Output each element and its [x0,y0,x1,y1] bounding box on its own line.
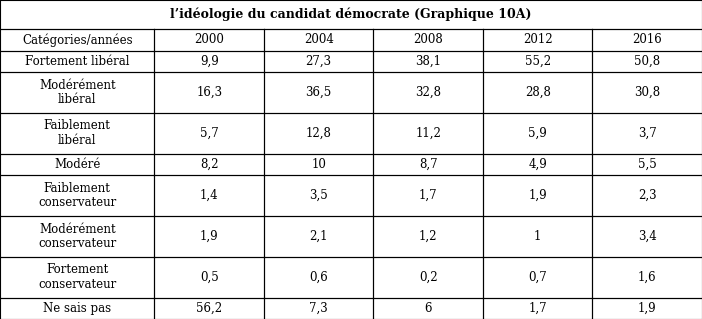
Text: Modérément
libéral: Modérément libéral [39,79,116,106]
Text: 2016: 2016 [633,33,662,46]
Text: 0,2: 0,2 [419,271,437,284]
Text: Catégories/années: Catégories/années [22,33,133,47]
Text: 5,5: 5,5 [638,158,656,171]
Text: Modéré: Modéré [54,158,100,171]
Text: 8,2: 8,2 [200,158,218,171]
Text: 8,7: 8,7 [419,158,437,171]
Text: 6: 6 [425,302,432,315]
Text: l’idéologie du candidat démocrate (Graphique 10A): l’idéologie du candidat démocrate (Graph… [171,8,531,21]
Text: 5,7: 5,7 [200,127,218,140]
Text: 2012: 2012 [523,33,552,46]
Text: Faiblement
libéral: Faiblement libéral [44,120,111,147]
Text: 1,7: 1,7 [529,302,547,315]
Text: 9,9: 9,9 [200,55,218,68]
Text: 56,2: 56,2 [196,302,223,315]
Text: 2000: 2000 [194,33,224,46]
Text: 1,9: 1,9 [200,230,218,243]
Text: 30,8: 30,8 [634,86,661,99]
Text: 38,1: 38,1 [415,55,442,68]
Text: 12,8: 12,8 [306,127,331,140]
Text: 11,2: 11,2 [416,127,441,140]
Text: 2,3: 2,3 [638,189,656,202]
Text: Faiblement
conservateur: Faiblement conservateur [38,182,117,209]
Text: 1,9: 1,9 [638,302,656,315]
Text: 2,1: 2,1 [310,230,328,243]
Text: 7,3: 7,3 [310,302,328,315]
Text: 1,4: 1,4 [200,189,218,202]
Text: 1,9: 1,9 [529,189,547,202]
Text: 36,5: 36,5 [305,86,332,99]
Text: 1,2: 1,2 [419,230,437,243]
Text: Modérément
conservateur: Modérément conservateur [38,223,117,250]
Text: 50,8: 50,8 [634,55,661,68]
Text: 1,6: 1,6 [638,271,656,284]
Text: 32,8: 32,8 [415,86,442,99]
Text: 3,7: 3,7 [638,127,656,140]
Text: 5,9: 5,9 [529,127,547,140]
Text: Ne sais pas: Ne sais pas [43,302,112,315]
Text: 4,9: 4,9 [529,158,547,171]
Text: Fortement libéral: Fortement libéral [25,55,129,68]
Text: Fortement
conservateur: Fortement conservateur [38,263,117,291]
Text: 10: 10 [311,158,326,171]
Text: 1,7: 1,7 [419,189,437,202]
Text: 2004: 2004 [304,33,333,46]
Text: 3,5: 3,5 [310,189,328,202]
Text: 27,3: 27,3 [305,55,332,68]
Text: 55,2: 55,2 [524,55,551,68]
Text: 1: 1 [534,230,541,243]
Text: 16,3: 16,3 [196,86,223,99]
Text: 28,8: 28,8 [525,86,550,99]
Text: 0,5: 0,5 [200,271,218,284]
Text: 3,4: 3,4 [638,230,656,243]
Text: 2008: 2008 [413,33,443,46]
Text: 0,6: 0,6 [310,271,328,284]
Text: 0,7: 0,7 [529,271,547,284]
